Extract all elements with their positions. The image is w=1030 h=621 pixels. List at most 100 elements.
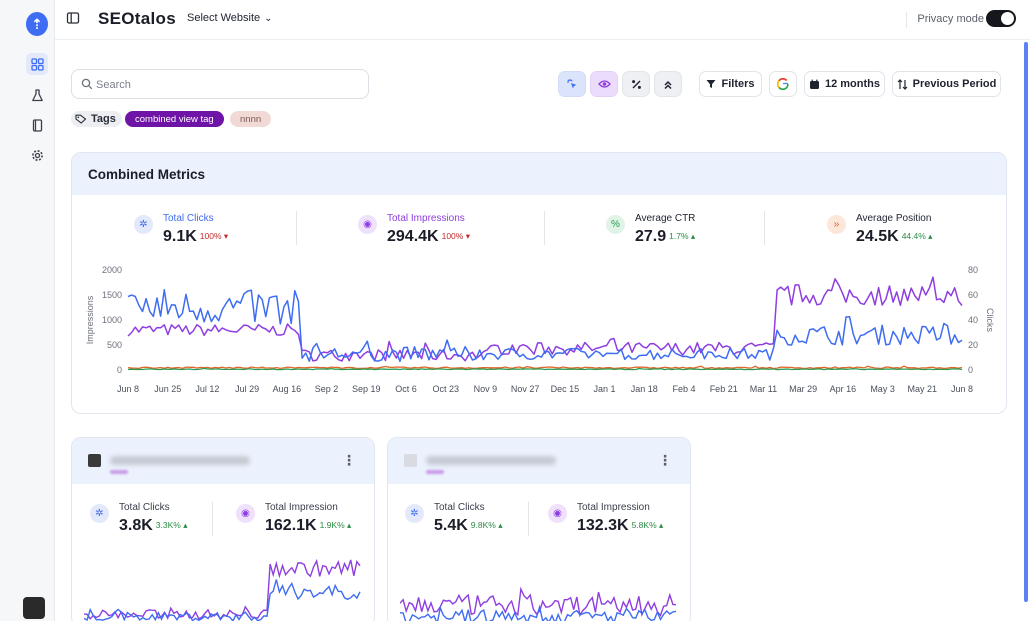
top-bar: SEOtalos Select Website ⌄ Privacy mode	[55, 0, 1030, 40]
double-chevron-up-icon: »	[827, 215, 846, 234]
y2-axis-label: Clicks	[985, 308, 995, 332]
combined-line-chart: 2000 1500 1000 500 0 80 60 40 20 0 Impressions Clic…	[85, 265, 995, 394]
filters-button[interactable]: Filters	[699, 71, 762, 97]
eye-icon	[597, 80, 611, 88]
filter-icon	[706, 80, 716, 88]
redacted-domain	[426, 456, 556, 465]
divider	[528, 502, 529, 536]
stat-change: 1.7% ▴	[669, 231, 696, 241]
toggle-impressions-button[interactable]	[590, 71, 618, 97]
stat-label: Total Clicks	[119, 502, 170, 513]
toggle-clicks-button[interactable]	[558, 71, 586, 97]
stat-change: 3.3K% ▴	[155, 520, 188, 530]
stat-value: 3.8K 3.3K% ▴	[119, 517, 188, 534]
card-title: Combined Metrics	[72, 153, 1006, 195]
brand-name: SEOtalos	[98, 9, 176, 28]
y-tick-label: 2000	[102, 265, 122, 275]
sparkline-clicks	[84, 579, 361, 621]
x-tick-label: Oct 6	[395, 384, 417, 394]
calendar-icon	[809, 79, 819, 89]
x-tick-label: Nov 27	[511, 384, 540, 394]
flask-icon[interactable]	[26, 84, 48, 106]
gear-icon[interactable]	[26, 144, 48, 166]
stat-value: 24.5K 44.4% ▴	[856, 228, 933, 245]
privacy-mode-toggle[interactable]	[986, 10, 1016, 27]
x-tick-label: Feb 4	[672, 384, 695, 394]
redacted-badge	[426, 470, 444, 474]
y2-tick-label: 60	[968, 290, 978, 300]
more-options-icon[interactable]: ⋮	[342, 452, 356, 468]
eye-icon: ◉	[358, 215, 377, 234]
stat-value: 5.4K 9.8K% ▴	[434, 517, 503, 534]
series-line-0	[127, 276, 963, 362]
chevron-down-icon: ⌄	[264, 13, 273, 24]
stat-change: 100% ▾	[441, 231, 470, 241]
sidebar-toggle-icon[interactable]	[66, 11, 80, 25]
toggle-position-button[interactable]	[654, 71, 682, 97]
stat-value: 162.1K 1.9K% ▴	[265, 517, 352, 534]
double-chevron-up-icon	[664, 80, 672, 89]
cursor-click-icon: ✲	[405, 504, 424, 523]
y-tick-label: 1000	[102, 315, 122, 325]
x-tick-label: Mar 11	[750, 384, 777, 394]
site-card-header: ⋮	[72, 438, 374, 484]
avatar[interactable]	[23, 597, 45, 619]
x-tick-label: Dec 15	[551, 384, 580, 394]
stat-change: 9.8K% ▴	[470, 520, 503, 530]
stat-change: 44.4% ▴	[901, 231, 933, 241]
x-tick-label: Jun 8	[117, 384, 139, 394]
x-tick-label: Sep 19	[352, 384, 381, 394]
stat-label: Average Position	[856, 213, 932, 224]
divider	[544, 211, 545, 245]
x-tick-label: Feb 21	[710, 384, 738, 394]
tag-chip[interactable]: combined view tag	[125, 111, 224, 127]
site-card[interactable]: ⋮ ✲ Total Clicks 3.8K 3.3K% ▴ ◉ Total Imp…	[71, 437, 375, 621]
search-input[interactable]	[96, 76, 356, 94]
stat-label: Total Impression	[577, 502, 650, 513]
page-scrollbar[interactable]	[1024, 42, 1028, 602]
stat-value: 132.3K 5.8K% ▴	[577, 517, 664, 534]
eye-icon: ◉	[236, 504, 255, 523]
x-tick-label: Jul 29	[235, 384, 259, 394]
stat-label: Total Clicks	[434, 502, 485, 513]
tags-label: Tags	[71, 111, 122, 127]
toggle-ctr-button[interactable]	[622, 71, 650, 97]
site-favicon-icon	[404, 454, 417, 467]
cursor-click-icon: ✲	[90, 504, 109, 523]
x-tick-label: May 21	[908, 384, 938, 394]
y2-tick-label: 20	[968, 340, 978, 350]
date-range-button[interactable]: 12 months	[804, 71, 885, 97]
divider	[764, 211, 765, 245]
dashboard-icon[interactable]	[26, 53, 48, 75]
tag-chip[interactable]: nnnn	[230, 111, 272, 127]
y2-tick-label: 80	[968, 265, 978, 275]
redacted-badge	[110, 470, 128, 474]
more-options-icon[interactable]: ⋮	[658, 452, 672, 468]
redacted-domain	[110, 456, 250, 465]
percent-icon: %	[606, 215, 625, 234]
sparkline-clicks	[400, 604, 677, 621]
y-tick-label: 0	[117, 365, 122, 375]
series-line-1	[127, 289, 963, 363]
book-icon[interactable]	[26, 114, 48, 136]
google-icon	[777, 78, 789, 90]
app-logo-icon[interactable]: ⇡	[26, 12, 48, 36]
stat-label: Total Clicks	[163, 213, 214, 224]
privacy-mode-label: Privacy mode	[906, 12, 984, 28]
cursor-click-icon: ✲	[134, 215, 153, 234]
compare-period-label: Previous Period	[912, 78, 997, 90]
google-button[interactable]	[769, 71, 797, 97]
left-rail: ⇡	[0, 0, 55, 621]
stat-change: 1.9K% ▴	[319, 520, 352, 530]
date-range-label: 12 months	[824, 78, 880, 90]
series-line-3	[127, 367, 963, 371]
site-card[interactable]: ⋮ ✲ Total Clicks 5.4K 9.8K% ▴ ◉ Total Imp…	[387, 437, 691, 621]
x-tick-label: Jun 25	[154, 384, 181, 394]
search-box[interactable]	[71, 69, 369, 99]
y-axis-label: Impressions	[85, 295, 95, 344]
stat-value: 294.4K 100% ▾	[387, 228, 470, 245]
compare-period-button[interactable]: Previous Period	[892, 71, 1001, 97]
percent-icon	[631, 79, 641, 89]
x-tick-label: Jun 8	[951, 384, 973, 394]
website-select[interactable]: Select Website ⌄	[187, 12, 273, 24]
